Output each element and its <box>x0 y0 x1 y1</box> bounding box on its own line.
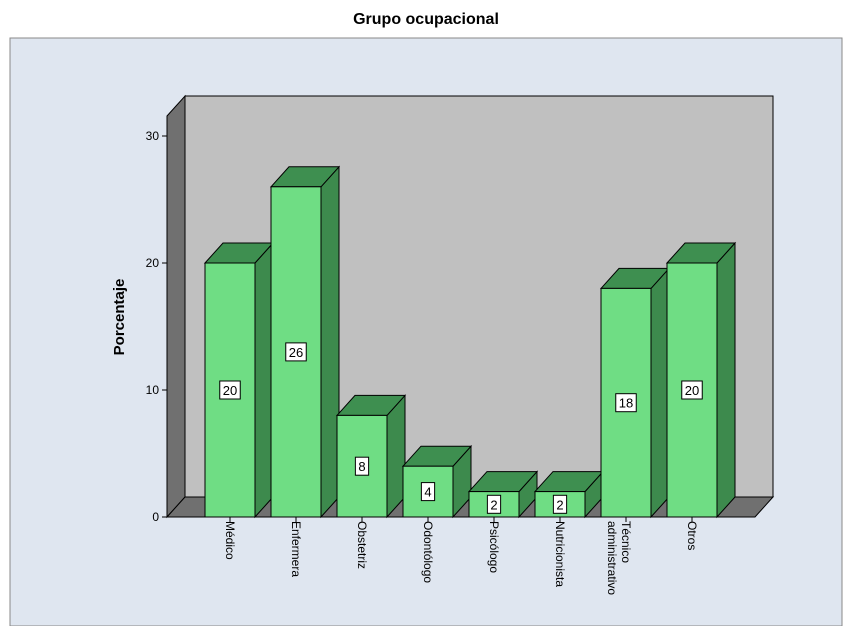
value-label-box <box>420 482 436 502</box>
value-label-box <box>219 380 241 400</box>
chart-title: Grupo ocupacional <box>353 11 499 28</box>
value-label-box <box>681 380 703 400</box>
y-tick-label: 0 <box>152 510 159 524</box>
y-axis-label: Porcentaje <box>111 279 128 356</box>
value-label-box <box>354 456 370 476</box>
value-label: 20 <box>223 383 237 398</box>
value-label-box <box>285 342 307 362</box>
y-tick-label: 30 <box>146 129 160 143</box>
bar-side <box>386 394 406 519</box>
bar <box>401 444 473 519</box>
value-label: 8 <box>358 459 365 474</box>
bar <box>269 165 341 519</box>
value-label: 20 <box>685 383 699 398</box>
x-tick-label: Obstetriz <box>355 521 369 569</box>
bar <box>335 394 407 519</box>
x-tick-label: Odontólogo <box>421 521 435 583</box>
x-tick-label: Otros <box>685 521 699 550</box>
bar-side <box>254 241 274 519</box>
value-label-box <box>615 393 637 413</box>
bar <box>467 470 539 519</box>
x-tick-label: Enfermera <box>289 521 303 577</box>
x-tick-label: Psicólogo <box>487 521 501 573</box>
x-tick-label: Médico <box>223 521 237 560</box>
value-label-box <box>486 494 502 514</box>
value-label: 18 <box>619 396 633 411</box>
bar-side <box>650 267 670 519</box>
bar <box>599 267 671 519</box>
x-tick-label: Técnicoadministrativo <box>605 521 633 595</box>
value-label: 26 <box>289 345 303 360</box>
value-label: 4 <box>424 485 431 500</box>
x-tick-label: Nutricionista <box>553 521 567 587</box>
y-tick-label: 20 <box>146 256 160 270</box>
y-tick-label: 10 <box>146 383 160 397</box>
value-label: 2 <box>490 497 497 512</box>
bar-side <box>320 165 340 519</box>
bar-side <box>716 241 736 519</box>
value-label-box <box>552 494 568 514</box>
bar <box>203 241 275 519</box>
value-label: 2 <box>556 497 563 512</box>
bar <box>665 241 737 519</box>
side-wall <box>166 94 186 519</box>
